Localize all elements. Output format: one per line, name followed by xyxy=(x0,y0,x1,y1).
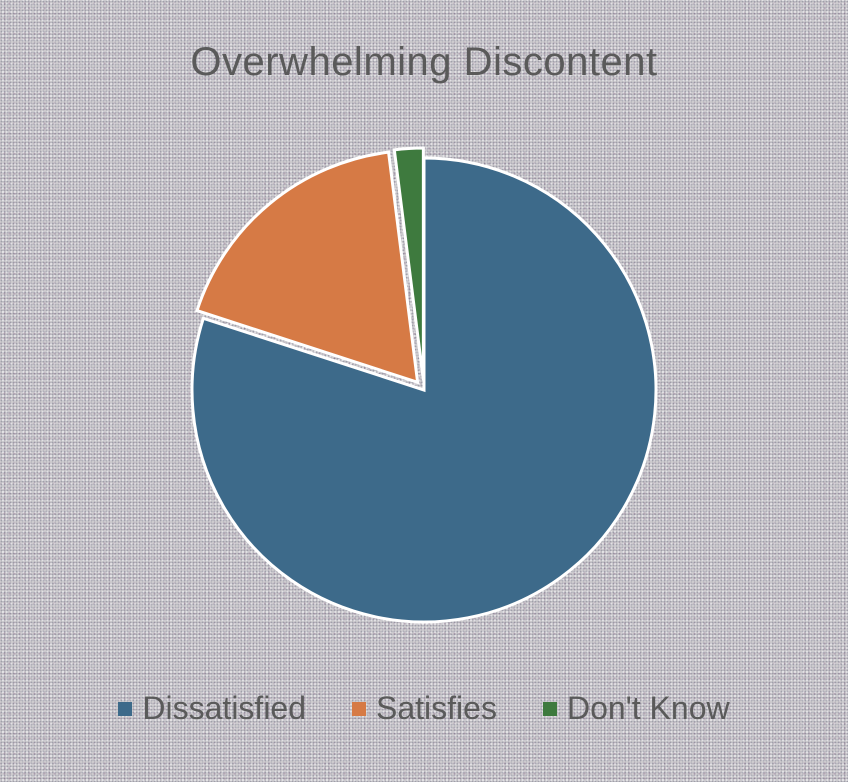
legend-label-dont-know: Don't Know xyxy=(566,690,730,726)
legend-item-dont-know: Don't Know xyxy=(542,690,730,727)
chart-title: Overwhelming Discontent xyxy=(190,40,658,84)
legend-swatch-dont-know xyxy=(542,701,557,716)
legend-item-satisfies: Satisfies xyxy=(352,690,497,727)
legend-label-dissatisfied: Dissatisfied xyxy=(142,690,307,726)
pie-slice-dissatisfied xyxy=(190,156,658,624)
legend-swatch-satisfies xyxy=(352,701,367,716)
legend: Dissatisfied Satisfies Don't Know xyxy=(0,690,848,727)
legend-swatch-dissatisfied xyxy=(118,701,133,716)
legend-label-satisfies: Satisfies xyxy=(376,690,497,726)
pie-slice-satisfies xyxy=(195,150,420,385)
pie-slice-dont-know xyxy=(392,146,425,381)
legend-item-dissatisfied: Dissatisfied xyxy=(118,690,306,727)
